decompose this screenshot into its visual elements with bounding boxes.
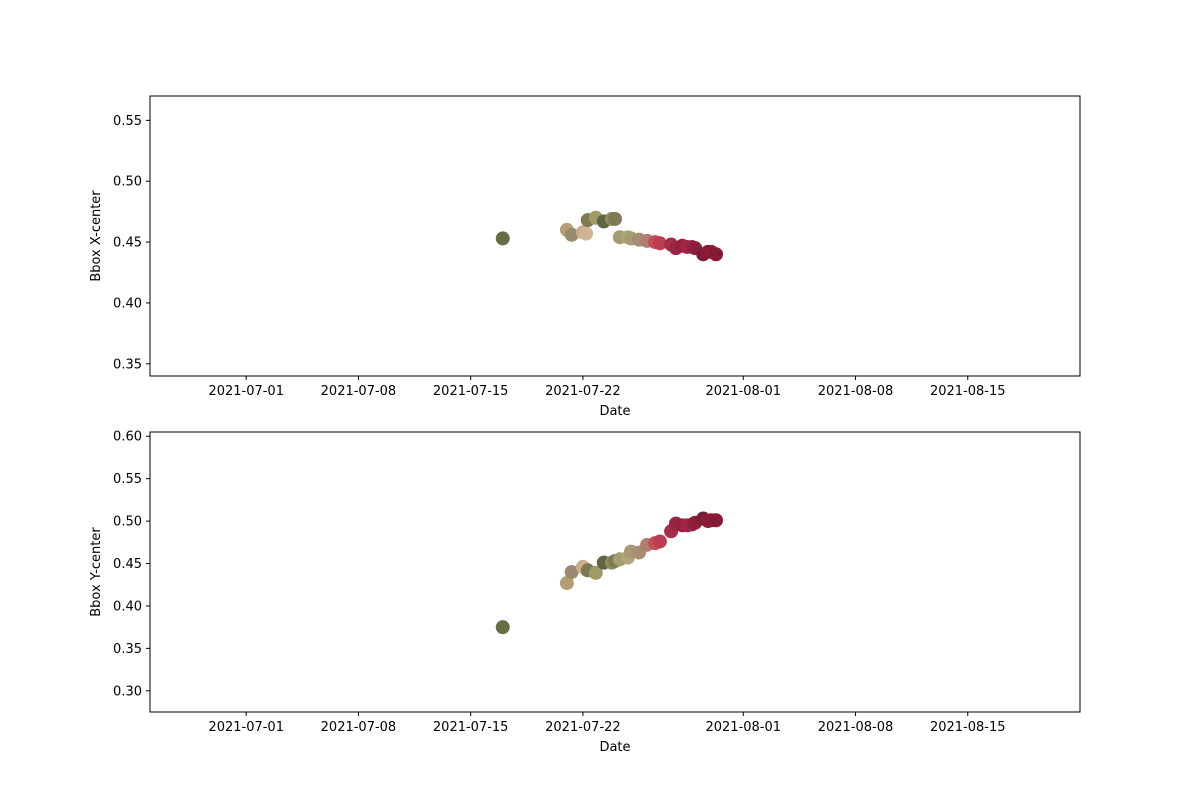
x-tick-label: 2021-07-08 — [321, 720, 397, 735]
y-axis-label-y-center: Bbox Y-center — [89, 527, 104, 617]
y-tick-label: 0.40 — [113, 296, 142, 311]
x-axis-label-y-center: Date — [599, 740, 630, 755]
x-axis-ticks-y-center: 2021-07-01 2021-07-08 2021-07-15 2021-07-22… — [208, 712, 1006, 735]
y-tick-label: 0.60 — [113, 430, 142, 445]
x-tick-label: 2021-07-15 — [433, 384, 509, 399]
x-tick-label: 2021-08-01 — [705, 384, 781, 399]
y-axis-label-x-center: Bbox X-center — [89, 190, 104, 282]
scatter-point-y-center — [559, 576, 574, 591]
x-axis-ticks-x-center: 2021-07-01 2021-07-08 2021-07-15 2021-07-22… — [208, 376, 1006, 399]
scatter-point-y-center — [564, 565, 579, 579]
plot-frame-y-center — [149, 431, 1081, 713]
scatter-point-y-center — [495, 620, 510, 635]
y-tick-label: 0.35 — [113, 642, 142, 657]
y-axis-ticks-y-center: 0.30 0.35 0.40 0.45 0.50 0.55 0.60 — [113, 430, 150, 699]
subplot-x-center: 2021-07-01 2021-07-08 2021-07-15 2021-07-22… — [89, 95, 1081, 419]
y-tick-label: 0.55 — [113, 472, 142, 487]
scatter-point-x-center — [579, 226, 594, 241]
scatter-point-x-center — [564, 227, 579, 242]
y-axis-ticks-x-center: 0.35 0.40 0.45 0.50 0.55 — [113, 114, 150, 372]
plot-frame-x-center — [149, 95, 1081, 377]
y-tick-label: 0.55 — [113, 114, 142, 129]
scatter-points-x-center — [495, 210, 724, 262]
x-tick-label: 2021-08-15 — [930, 720, 1006, 735]
y-tick-label: 0.45 — [113, 557, 142, 572]
scatter-point-x-center — [709, 247, 724, 262]
x-tick-label: 2021-07-01 — [208, 384, 284, 399]
y-tick-label: 0.50 — [113, 515, 142, 530]
scatter-point-y-center — [588, 565, 603, 580]
scatter-point-x-center — [652, 236, 667, 251]
y-tick-label: 0.40 — [113, 599, 142, 614]
y-tick-label: 0.50 — [113, 175, 142, 190]
scatter-point-y-center — [652, 534, 667, 549]
scatter-point-x-center — [608, 211, 622, 226]
subplot-y-center: 2021-07-01 2021-07-08 2021-07-15 2021-07-22… — [89, 430, 1081, 755]
y-tick-label: 0.35 — [113, 357, 142, 372]
y-tick-label: 0.30 — [113, 684, 142, 699]
scatter-point-x-center — [495, 231, 510, 246]
scatter-points-y-center — [495, 511, 724, 635]
x-tick-label: 2021-07-01 — [208, 720, 284, 735]
x-tick-label: 2021-07-08 — [321, 384, 397, 399]
x-tick-label: 2021-08-01 — [705, 720, 781, 735]
x-axis-label-x-center: Date — [599, 404, 630, 419]
x-tick-label: 2021-08-08 — [818, 720, 894, 735]
x-tick-label: 2021-08-15 — [930, 384, 1006, 399]
x-tick-label: 2021-07-22 — [545, 720, 621, 735]
scatter-point-y-center — [709, 513, 724, 528]
x-tick-label: 2021-08-08 — [818, 384, 894, 399]
x-tick-label: 2021-07-15 — [433, 720, 509, 735]
y-tick-label: 0.45 — [113, 236, 142, 251]
x-tick-label: 2021-07-22 — [545, 384, 621, 399]
